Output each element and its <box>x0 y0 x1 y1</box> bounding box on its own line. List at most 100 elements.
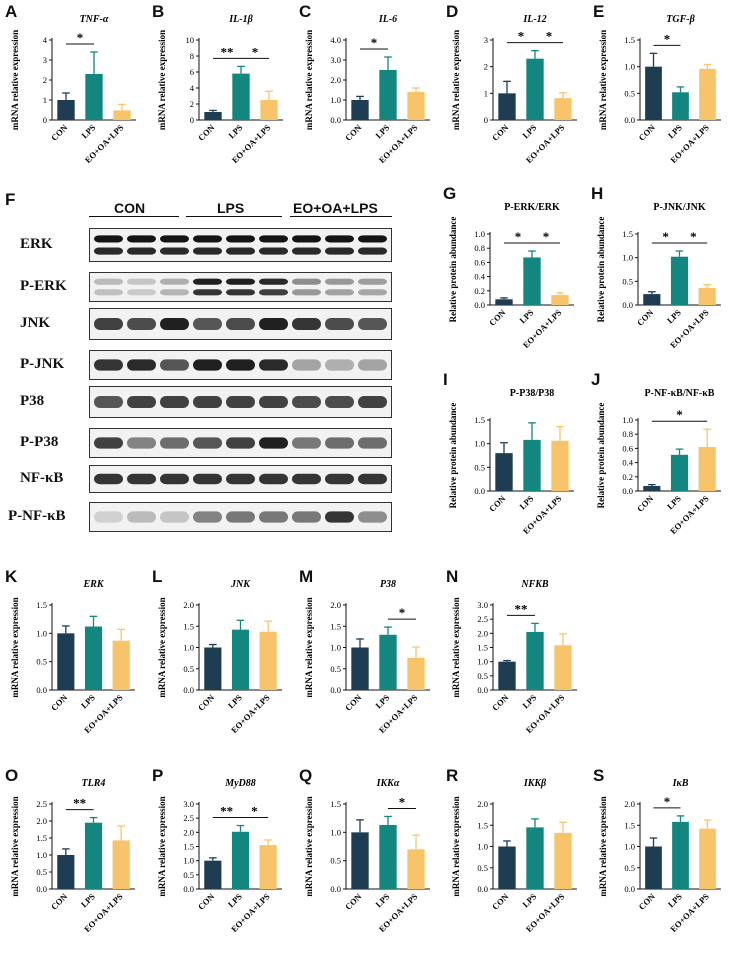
significance-mark: * <box>399 794 406 809</box>
y-tick-label: 1.5 <box>183 842 194 852</box>
band <box>259 318 288 330</box>
band <box>160 396 189 408</box>
significance-mark: ** <box>73 796 86 811</box>
band <box>193 359 222 371</box>
bar-eo-oa-lps <box>554 98 572 120</box>
y-tick-label: 0.5 <box>330 664 341 674</box>
band <box>193 396 222 408</box>
blot-row-label: NF-κB <box>20 470 64 486</box>
chart-svg-m: P38 mRNA relative expression 0.0 0.5 1.0 1.5 2… <box>304 579 430 735</box>
blot-row-label: JNK <box>20 315 50 331</box>
band <box>292 511 321 523</box>
band <box>94 318 123 330</box>
blot-row-label: P-JNK <box>20 356 65 372</box>
x-tick-label: CON <box>49 891 70 912</box>
y-tick-label: 2.0 <box>477 799 488 809</box>
band <box>358 247 387 255</box>
bar-lps <box>523 257 541 305</box>
band <box>127 289 156 296</box>
y-tick-label: 0.0 <box>622 486 633 496</box>
band <box>193 278 222 285</box>
panel-letter-q: Q <box>299 766 313 785</box>
blot-bands <box>94 359 387 371</box>
bar-lps <box>523 439 541 491</box>
y-tick-label: 0.5 <box>624 88 635 98</box>
y-tick-label: 2 <box>484 62 488 72</box>
y-tick-label: 1.5 <box>624 820 635 830</box>
y-tick-label: 10 <box>186 35 195 45</box>
band <box>325 289 354 296</box>
band <box>358 396 387 408</box>
chart-svg-p: MyD88 mRNA relative expression 0.0 0.5 1.0 1.… <box>157 778 282 934</box>
y-tick-label: 2.0 <box>624 799 635 809</box>
bar-con <box>645 66 662 120</box>
blot-strip-jnk <box>89 308 392 340</box>
y-tick-label: 0.6 <box>622 443 633 453</box>
blot-bands <box>94 278 387 296</box>
band <box>226 396 255 408</box>
chart-title: IL-6 <box>378 14 397 25</box>
band <box>358 278 387 285</box>
y-axis-label: mRNA relative expression <box>304 597 314 697</box>
y-tick-label: 0.0 <box>36 685 47 695</box>
x-tick-label: CON <box>636 891 657 912</box>
blot-strip-nf-b <box>89 465 392 493</box>
y-tick-label: 2.5 <box>477 614 488 624</box>
band <box>325 318 354 330</box>
band <box>325 511 354 523</box>
band <box>127 235 156 243</box>
y-tick-label: 1 <box>43 95 47 105</box>
blot-row-label: P-ERK <box>20 278 67 294</box>
x-tick-label: LPS <box>226 122 244 140</box>
bar-con <box>643 486 661 491</box>
chart-svg-g: P-ERK/ERK Relative protein abundance 0.0 0.… <box>448 202 574 350</box>
chart-svg-c: IL-6 mRNA relative expression 0.0 1.0 2.0 3.0… <box>304 14 430 165</box>
bar-lps <box>526 827 544 889</box>
band <box>127 437 156 449</box>
band <box>94 278 123 285</box>
blot-row-label: P-NF-κB <box>8 508 66 524</box>
y-tick-label: 3 <box>484 35 488 45</box>
chart-svg-l: JNK mRNA relative expression 0.0 0.5 1.0 1.5 2… <box>157 579 282 735</box>
y-axis-label: mRNA relative expression <box>304 30 314 130</box>
x-tick-label: LPS <box>520 891 538 909</box>
x-tick-label: LPS <box>517 493 535 511</box>
y-tick-label: 0.5 <box>622 276 633 286</box>
significance-mark: * <box>518 29 525 44</box>
significance-mark: * <box>546 29 553 44</box>
x-tick-label: CON <box>490 891 511 912</box>
significance-mark: * <box>371 35 378 50</box>
band <box>325 278 354 285</box>
chart-panel-p: P MyD88 mRNA relative expression 0.0 0.5 1.0 1… <box>147 764 294 959</box>
x-tick-label: CON <box>343 122 364 143</box>
y-tick-label: 0.5 <box>330 856 341 866</box>
significance-mark: * <box>676 407 683 422</box>
band <box>193 473 222 485</box>
band <box>127 511 156 523</box>
y-tick-label: 2 <box>43 75 47 85</box>
chart-panel-l: L JNK mRNA relative expression 0.0 0.5 1.0 1.5… <box>147 565 294 760</box>
chart-title: IL-1β <box>228 14 253 25</box>
band <box>193 437 222 449</box>
bar-eo-oa-lps <box>112 640 130 690</box>
chart-title: P-NF-κB/NF-κB <box>645 388 715 399</box>
significance-mark: * <box>662 229 669 244</box>
x-tick-label: CON <box>490 692 511 713</box>
bar-con <box>498 93 516 120</box>
chart-svg-i: P-P38/P38 Relative protein abundance 0.0 0.… <box>448 388 574 536</box>
x-tick-label: CON <box>49 692 70 713</box>
y-tick-label: 0 <box>190 115 194 125</box>
bar-con <box>645 846 662 889</box>
y-axis-label: Relative protein abundance <box>596 403 606 509</box>
band <box>292 473 321 485</box>
band <box>127 278 156 285</box>
chart-title: P-ERK/ERK <box>504 202 560 213</box>
band <box>325 396 354 408</box>
y-axis-label: mRNA relative expression <box>10 796 20 896</box>
y-axis-label: mRNA relative expression <box>157 597 167 697</box>
chart-title: TGF-β <box>666 14 695 25</box>
band <box>127 473 156 485</box>
bar-lps <box>85 74 103 120</box>
y-tick-label: 6 <box>190 67 194 77</box>
significance-mark: * <box>251 804 258 819</box>
